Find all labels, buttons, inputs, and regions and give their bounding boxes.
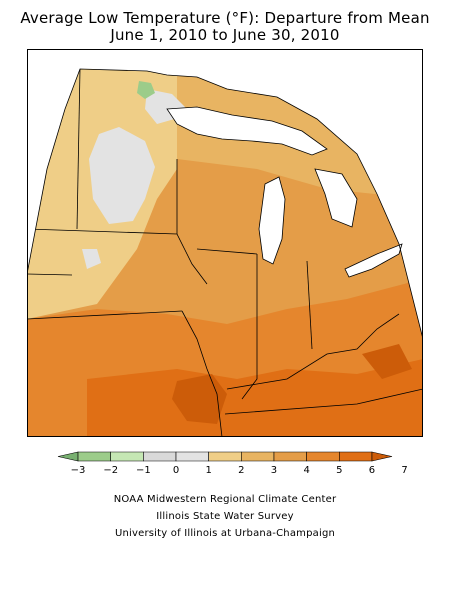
legend-tick-label: 6 xyxy=(369,465,375,476)
border-mn-wi xyxy=(176,159,208,285)
border-ky-tn xyxy=(224,388,423,415)
great-lakes xyxy=(166,106,403,278)
state-boundaries xyxy=(27,69,423,437)
border-ia-mo xyxy=(27,310,183,320)
credit-line-2: Illinois State Water Survey xyxy=(156,511,294,522)
legend-bin xyxy=(306,451,340,462)
map-subtitle: June 1, 2010 to June 30, 2010 xyxy=(110,26,340,44)
credit-line-1: NOAA Midwestern Regional Climate Center xyxy=(113,494,337,505)
lake-huron xyxy=(314,168,358,228)
border-wi-il xyxy=(196,248,258,255)
legend-bin xyxy=(175,451,209,462)
legend-bin xyxy=(241,451,275,462)
map-frame xyxy=(27,49,423,437)
legend-bin xyxy=(208,451,242,462)
border-mn-ia xyxy=(27,228,178,235)
zone-6-to-7-bootheel xyxy=(172,374,227,424)
zone-5-to-6-south xyxy=(87,359,423,437)
border-in-oh xyxy=(306,260,313,350)
legend-tick-label: 1 xyxy=(205,465,211,476)
lake-erie xyxy=(344,243,403,278)
legend-tick-label: −2 xyxy=(103,465,118,476)
border-il-mo xyxy=(181,310,223,437)
color-zones xyxy=(27,69,423,437)
temperature-departure-map xyxy=(27,49,423,437)
border-ne xyxy=(27,273,73,276)
legend-bin xyxy=(110,451,144,462)
zone-0-to-1-sw-mn xyxy=(82,249,101,269)
legend-tick-label: 2 xyxy=(238,465,244,476)
legend-tick-label: −1 xyxy=(136,465,151,476)
zone-6-to-7-ohio xyxy=(362,344,412,379)
legend-bin xyxy=(77,451,111,462)
region-outline xyxy=(27,68,423,437)
border-ohio-river xyxy=(226,313,400,390)
legend-bin xyxy=(57,451,79,462)
legend-bin xyxy=(339,451,373,462)
border-il-in xyxy=(241,254,258,400)
legend-tick-label: 0 xyxy=(173,465,179,476)
legend-bin xyxy=(273,451,307,462)
color-legend: −3 −2 −1 0 1 2 3 4 5 6 7 xyxy=(57,451,408,476)
map-title: Average Low Temperature (°F): Departure … xyxy=(20,9,430,27)
legend-bin xyxy=(371,451,393,462)
credit-line-3: University of Illinois at Urbana-Champai… xyxy=(114,528,336,539)
legend-tick-label: −3 xyxy=(71,465,86,476)
lake-superior xyxy=(166,106,328,156)
zone-neg2-to-neg1 xyxy=(137,81,155,99)
border-mn-nd xyxy=(76,69,81,230)
legend-tick-label: 5 xyxy=(336,465,342,476)
legend-bin xyxy=(143,451,177,462)
legend-tick-label: 3 xyxy=(271,465,277,476)
legend-tick-label: 7 xyxy=(401,465,407,476)
lake-michigan xyxy=(258,176,286,265)
legend-tick-label: 4 xyxy=(303,465,309,476)
zone-0-to-1-mn xyxy=(89,127,155,224)
